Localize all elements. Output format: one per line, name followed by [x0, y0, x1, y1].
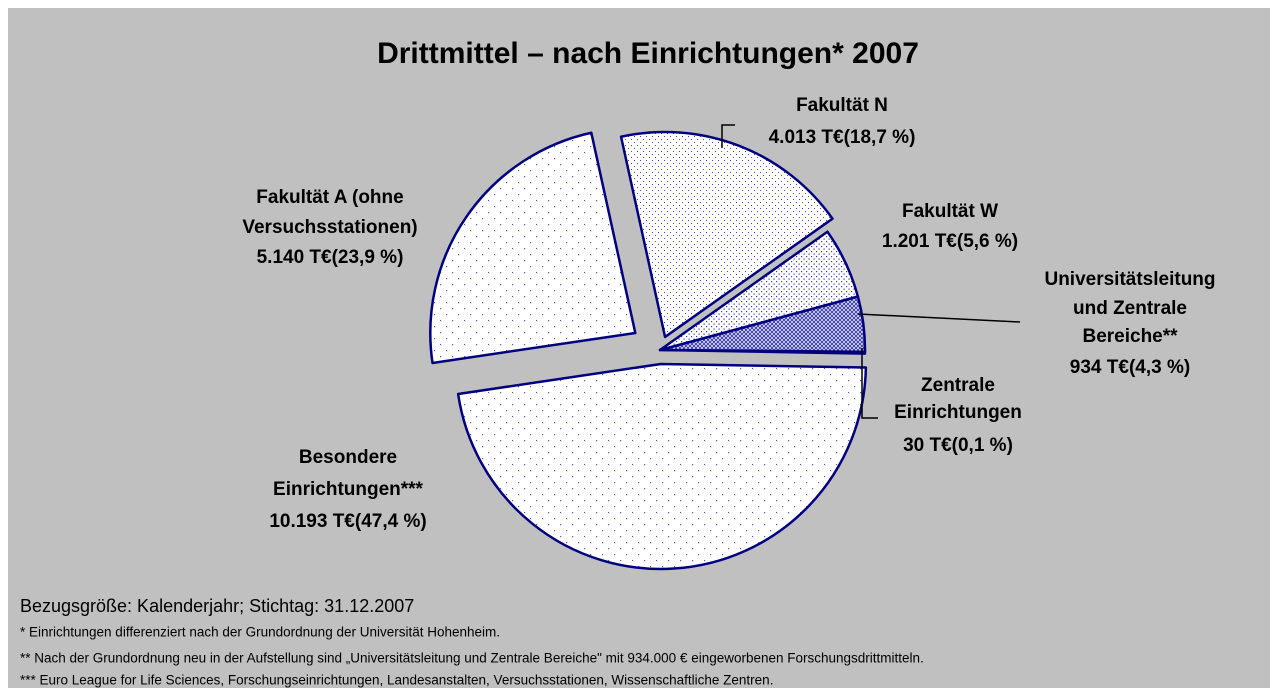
slice-label: Fakultät W [902, 201, 998, 222]
slice-label: Bereiche** [1082, 326, 1178, 347]
value-label: 5.140 T€(23,9 %) [257, 247, 404, 268]
leader-line [857, 313, 1021, 323]
note: * Einrichtungen differenziert nach der G… [20, 625, 500, 640]
slice-label: Zentrale [921, 375, 995, 396]
value-label: 10.193 T€(47,4 %) [269, 511, 426, 532]
slice-label: Einrichtungen [894, 402, 1022, 423]
pie-slice [429, 131, 637, 365]
slice-label: Einrichtungen*** [273, 479, 424, 500]
leader-line [861, 348, 878, 419]
slice-label: Fakultät N [796, 95, 888, 116]
slice-label: Fakultät A (ohne [256, 187, 403, 208]
note: Bezugsgröße: Kalenderjahr; Stichtag: 31.… [20, 596, 414, 616]
value-label: 934 T€(4,3 %) [1070, 357, 1190, 378]
value-label: 4.013 T€(18,7 %) [769, 127, 916, 148]
slice-label: Universitätsleitung [1044, 269, 1215, 290]
value-label: 30 T€(0,1 %) [903, 435, 1013, 456]
slice-label: Besondere [299, 447, 397, 468]
slice-label: Versuchsstationen) [242, 217, 417, 238]
note: *** Euro League for Life Sciences, Forsc… [20, 673, 773, 688]
chart-bg [8, 8, 1270, 688]
pie-slice [658, 230, 860, 352]
chart-title: Drittmittel – nach Einrichtungen* 2007 [377, 37, 919, 70]
leader-line [721, 124, 735, 148]
pie-slice [456, 362, 868, 571]
note: ** Nach der Grundordnung neu in der Aufs… [20, 651, 924, 666]
value-label: 1.201 T€(5,6 %) [882, 231, 1018, 252]
slice-label: und Zentrale [1073, 298, 1187, 319]
pie-slice [619, 130, 834, 339]
